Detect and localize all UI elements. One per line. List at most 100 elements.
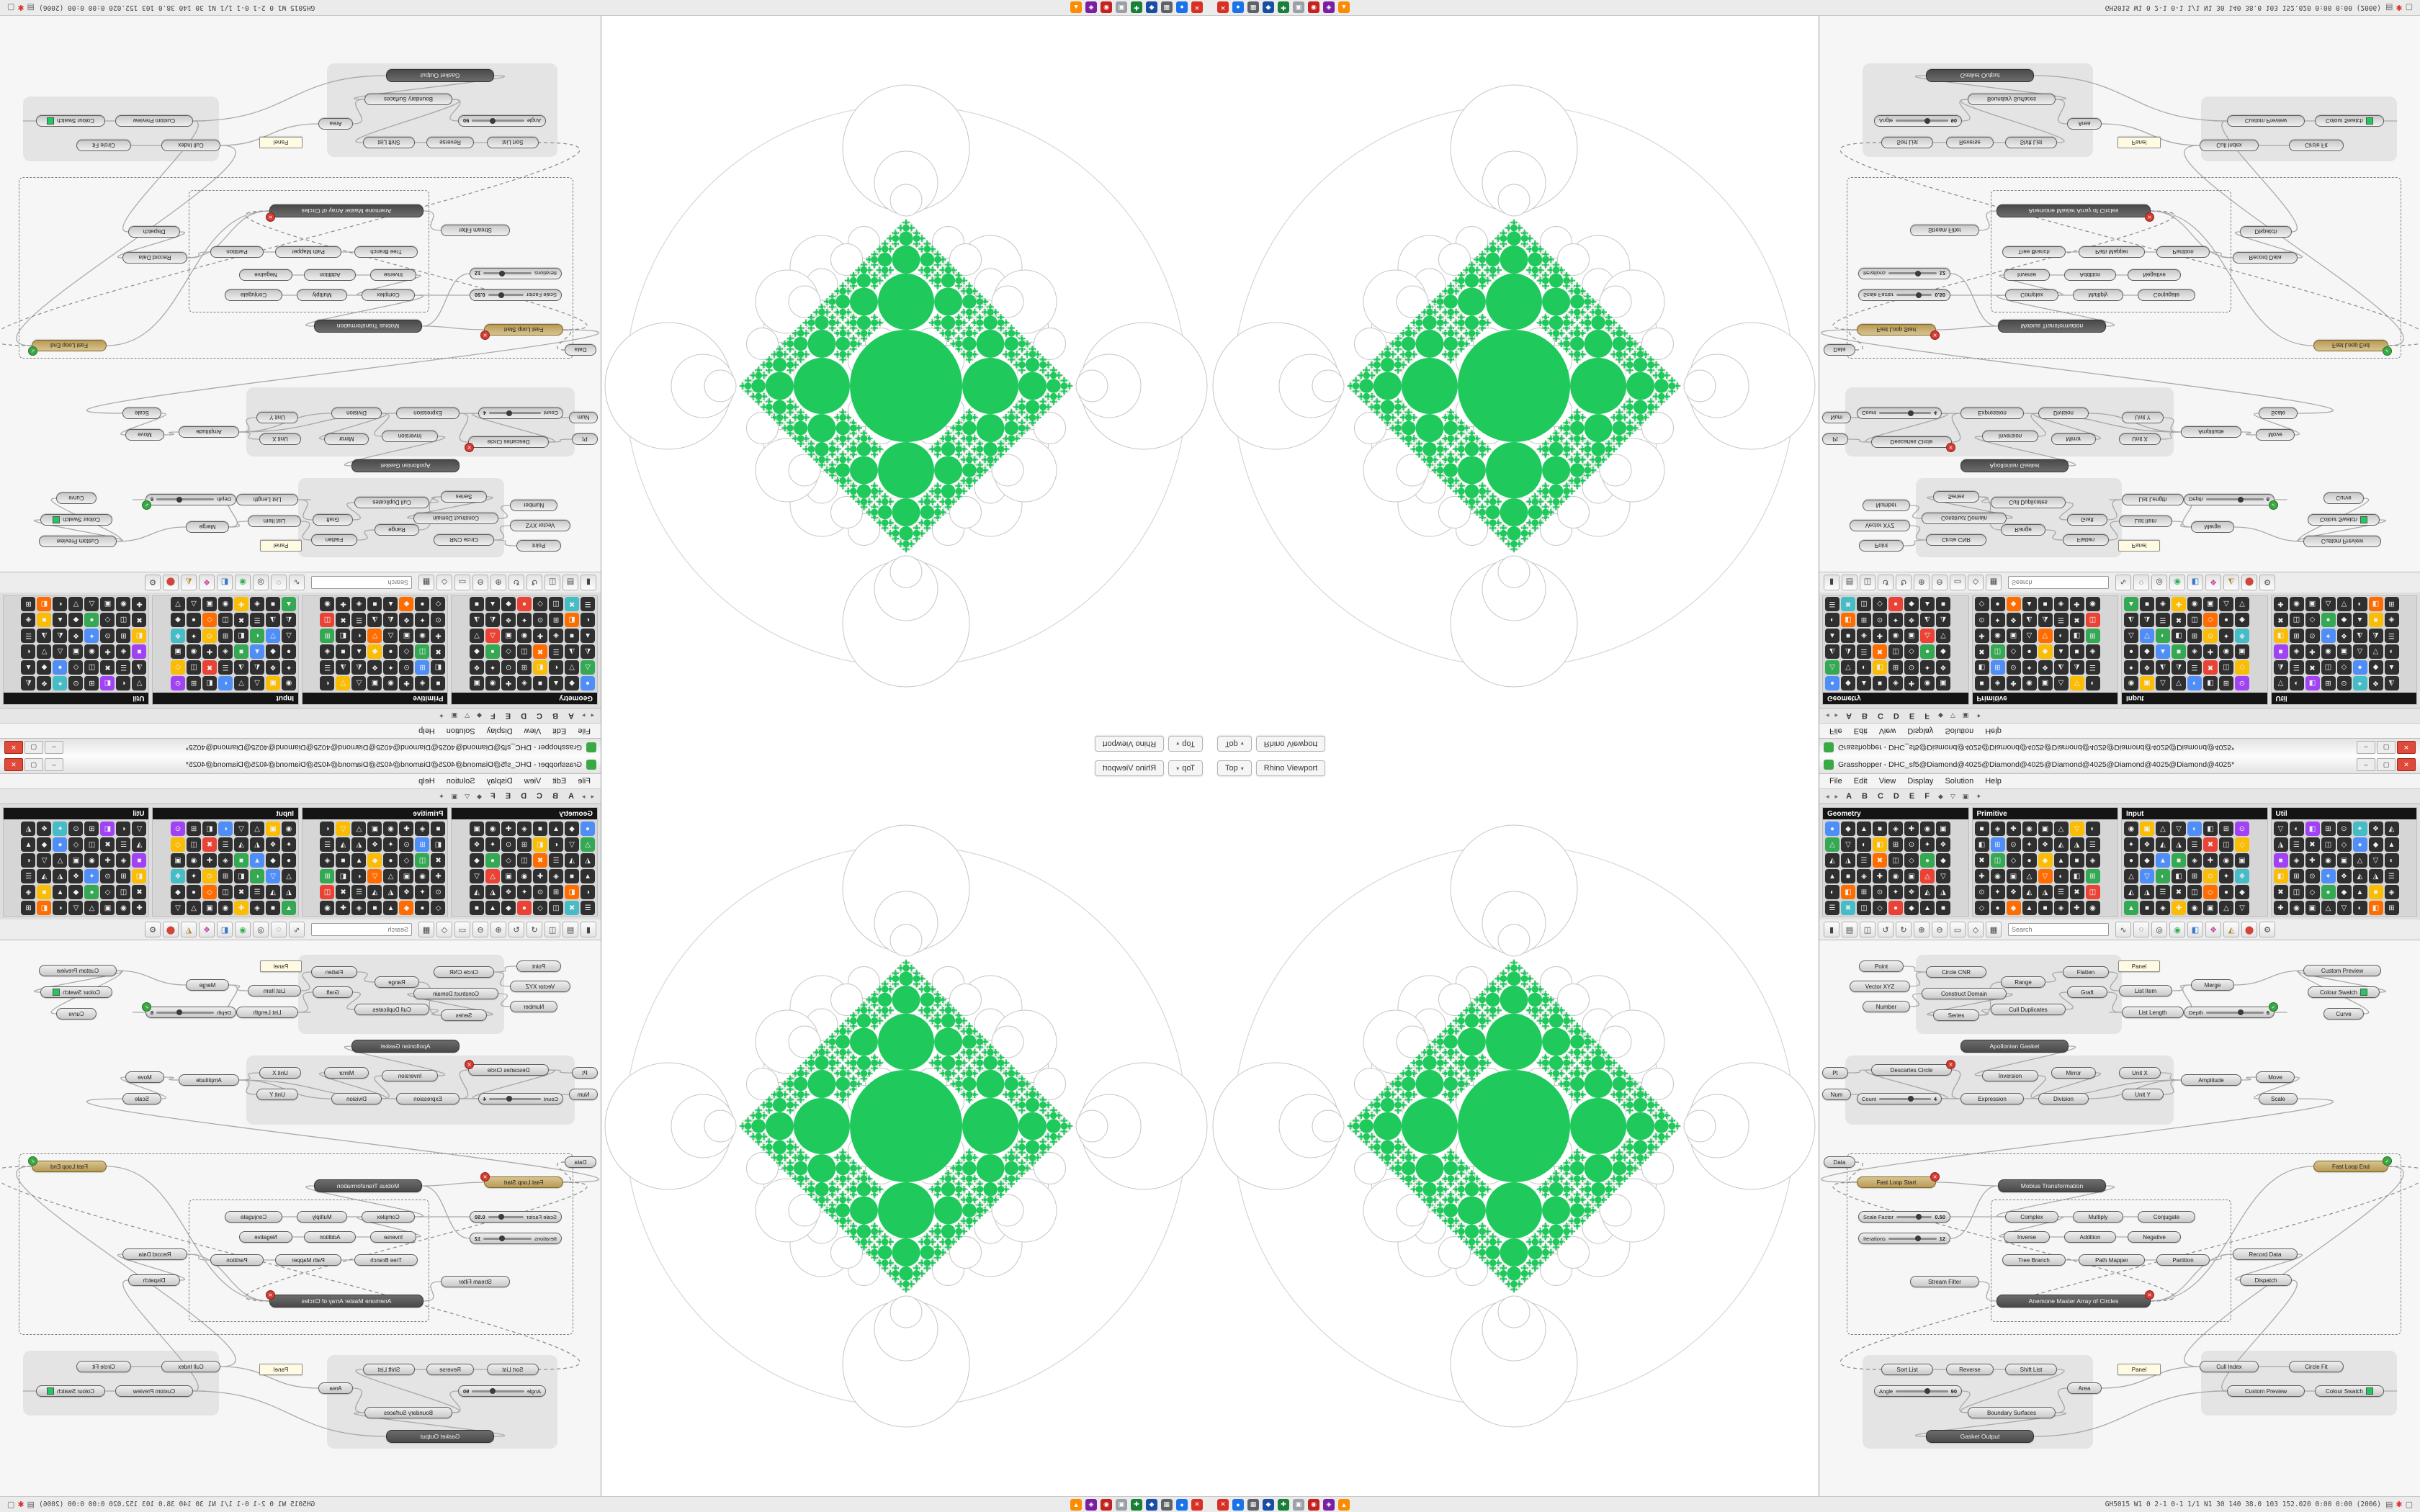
paint-icon[interactable]: ⬤ [163,922,179,937]
component-icon[interactable]: ■ [2172,644,2186,659]
palette-tab-glyph-1[interactable]: ▽ [1950,792,1955,800]
gh-node[interactable]: Reverse [1946,137,1994,148]
wire-display-icon[interactable]: ∿ [289,922,305,937]
maximize-button[interactable]: ▢ [2377,758,2396,771]
component-icon[interactable]: ◐ [2289,676,2304,690]
app-orange-icon[interactable]: ▲ [1338,1,1350,14]
component-icon[interactable]: ▽ [266,869,280,883]
component-icon[interactable]: ▽ [132,676,147,690]
component-icon[interactable]: ◐ [2156,629,2170,643]
component-icon[interactable]: △ [1825,837,1839,852]
component-icon[interactable]: ✦ [2124,837,2138,852]
gh-node[interactable]: Move [125,429,164,441]
menu-item-solution[interactable]: Solution [446,777,475,786]
component-icon[interactable]: ✦ [1990,613,2005,627]
gh-node[interactable]: Num [569,1089,598,1100]
tabs-scroll-left-icon[interactable]: ◂ [591,712,594,720]
component-icon[interactable]: ⊙ [100,869,115,883]
component-icon[interactable]: ▲ [549,822,563,836]
component-icon[interactable]: ⊞ [415,837,430,852]
component-icon[interactable]: ◆ [37,660,52,675]
gh-node[interactable]: Fast Loop Start [1857,324,1936,336]
viewport-tab-top[interactable]: Top ▾ [1168,760,1203,776]
gh-node[interactable]: Pt [572,1067,598,1079]
component-icon[interactable]: ◧ [1841,885,1855,899]
gh-node[interactable]: Inversion [1982,1070,2038,1081]
component-icon[interactable]: ✖ [2069,613,2084,627]
component-icon[interactable]: ☰ [116,660,131,675]
component-icon[interactable]: ☰ [2053,613,2069,627]
component-icon[interactable]: ◭ [383,613,398,627]
component-icon[interactable]: ☰ [320,837,335,852]
component-icon[interactable]: ⊞ [549,613,563,627]
component-icon[interactable]: ◭ [2053,660,2069,675]
gh-node[interactable]: Flatten [311,966,357,978]
palette-tab-c[interactable]: C [537,792,543,801]
component-icon[interactable]: ◫ [218,613,233,627]
component-icon[interactable]: ◫ [549,901,563,915]
component-icon[interactable]: ◧ [2172,629,2186,643]
component-icon[interactable]: ◭ [2384,676,2399,690]
app-grid-icon[interactable]: ▦ [1247,1,1259,14]
component-icon[interactable]: ◈ [218,853,233,868]
component-icon[interactable]: ▲ [581,629,595,643]
zoom-extents-icon[interactable]: ▭ [454,922,470,937]
app-grid-icon[interactable]: ▦ [1247,1498,1259,1511]
component-icon[interactable]: ◭ [2352,629,2367,643]
undo-icon[interactable]: ↺ [1878,922,1894,937]
component-icon[interactable]: ✦ [415,613,430,627]
gh-node[interactable]: List Length [2122,1007,2184,1018]
number-slider[interactable]: Count 4 [1857,408,1942,419]
component-icon[interactable]: ■ [1936,597,1950,611]
component-icon[interactable]: ✖ [1873,853,1887,868]
tabs-scroll-right-icon[interactable]: ▸ [1834,712,1839,720]
component-icon[interactable]: ◉ [2289,901,2304,915]
component-icon[interactable]: ◮ [266,885,280,899]
settings-icon[interactable]: ⚙ [2259,922,2275,937]
component-icon[interactable]: △ [1825,660,1839,675]
palette-tab-glyph-2[interactable]: ▣ [1962,792,1969,800]
component-icon[interactable]: ☰ [581,597,595,611]
zoom-extents-icon[interactable]: ▭ [1950,922,1966,937]
component-icon[interactable]: ⊞ [2384,901,2399,915]
component-icon[interactable]: △ [84,597,99,611]
component-icon[interactable]: ◭ [53,869,68,883]
component-icon[interactable]: ◆ [37,837,52,852]
palette-group-header[interactable]: Util [2271,808,2416,819]
menu-item-file[interactable]: File [578,777,591,786]
component-icon[interactable]: ✚ [2006,676,2021,690]
component-icon[interactable]: ● [282,853,296,868]
component-icon[interactable]: ❖ [470,660,484,675]
component-icon[interactable]: ❖ [171,629,185,643]
component-icon[interactable]: ◐ [320,676,335,690]
gh-node[interactable]: Descartes Circle [1871,1064,1952,1076]
viewport-tab-top[interactable]: Top ▾ [1217,760,1252,776]
component-icon[interactable]: ◈ [2156,597,2170,611]
component-icon[interactable]: ◭ [21,676,36,690]
gh-node[interactable]: Partition [2156,1254,2210,1266]
minimize-button[interactable]: – [2357,741,2375,754]
component-icon[interactable]: ◧ [2203,676,2218,690]
component-icon[interactable]: ◇ [2336,660,2352,675]
component-icon[interactable]: ◉ [282,822,296,836]
component-icon[interactable]: ☰ [581,901,595,915]
component-icon[interactable]: ⊙ [1904,660,1919,675]
component-icon[interactable]: ◮ [2038,613,2053,627]
component-icon[interactable]: ✦ [517,885,532,899]
component-icon[interactable]: ✚ [399,676,414,690]
component-icon[interactable]: ▲ [2124,597,2138,611]
component-icon[interactable]: ▽ [2273,676,2288,690]
tray-monitor-icon[interactable]: ▤ [27,3,35,12]
gh-node[interactable]: Conjugate [2138,1211,2195,1223]
component-icon[interactable]: ▲ [1857,676,1871,690]
component-icon[interactable]: ▽ [37,644,52,659]
gh-node[interactable]: Number [510,1001,557,1012]
gh-node[interactable]: Sort List [487,1364,539,1375]
component-icon[interactable]: ◭ [250,837,264,852]
component-icon[interactable]: ▽ [565,837,579,852]
palette-group-header[interactable]: Geometry [1823,693,1968,704]
component-icon[interactable]: ◈ [2085,644,2100,659]
component-icon[interactable]: ◮ [336,660,351,675]
gh-node[interactable]: Inverse [370,269,416,281]
component-icon[interactable]: ◧ [2069,869,2084,883]
